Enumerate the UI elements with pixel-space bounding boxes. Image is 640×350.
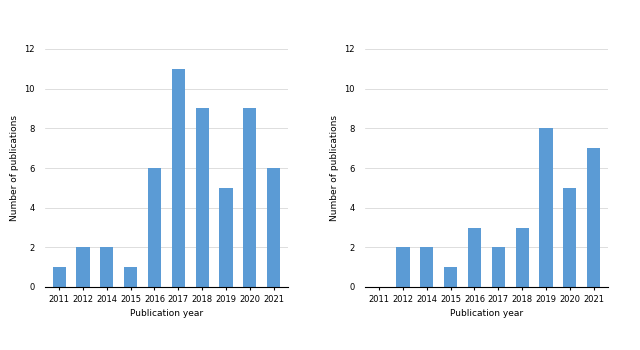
Bar	[396, 247, 410, 287]
Y-axis label: Number of publications: Number of publications	[330, 115, 339, 221]
Bar	[196, 108, 209, 287]
Bar	[100, 247, 113, 287]
Bar	[587, 148, 600, 287]
Bar	[76, 247, 90, 287]
Bar	[420, 247, 433, 287]
Y-axis label: Number of publications: Number of publications	[10, 115, 19, 221]
Bar	[172, 69, 185, 287]
Bar	[516, 228, 529, 287]
Bar	[563, 188, 577, 287]
X-axis label: Publication year: Publication year	[450, 309, 523, 318]
Bar	[52, 267, 66, 287]
Bar	[220, 188, 232, 287]
Bar	[468, 228, 481, 287]
Bar	[444, 267, 457, 287]
Bar	[148, 168, 161, 287]
X-axis label: Publication year: Publication year	[130, 309, 203, 318]
Bar	[243, 108, 257, 287]
Bar	[267, 168, 280, 287]
Bar	[540, 128, 552, 287]
Bar	[124, 267, 137, 287]
Bar	[492, 247, 505, 287]
